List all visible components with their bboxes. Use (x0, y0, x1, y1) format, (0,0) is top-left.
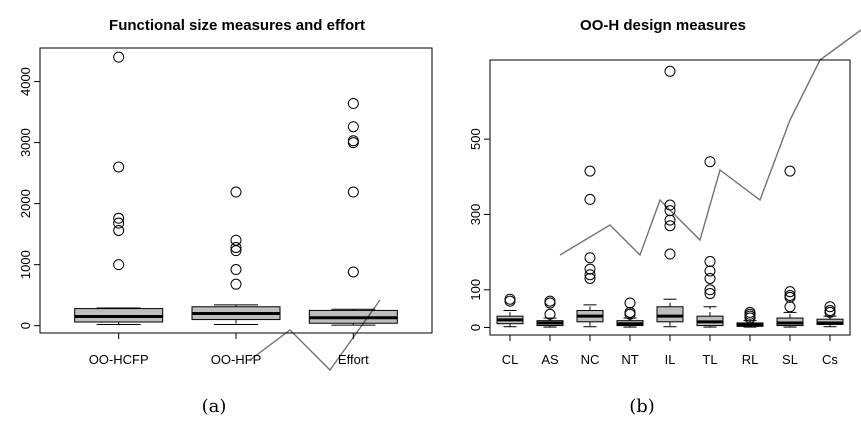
outlier-point (664, 205, 676, 217)
box-Cs (816, 301, 844, 328)
outlier-point (230, 234, 242, 246)
chart-a-plot-frame (39, 47, 433, 334)
box-Effort (308, 98, 398, 326)
outlier-point (584, 252, 596, 264)
outlier-point (664, 220, 676, 232)
box-NT (616, 297, 644, 328)
outlier-point (664, 248, 676, 260)
outlier-point (504, 293, 516, 305)
caption-a: (a) (202, 396, 227, 417)
box-IL (656, 65, 684, 328)
outlier-point (347, 135, 359, 147)
x-tick-label: OO-HCFP (89, 352, 149, 367)
caption-b: (b) (629, 396, 655, 417)
box-NC (576, 165, 604, 328)
outlier-point (824, 301, 836, 313)
outlier-point (347, 121, 359, 133)
outlier-point (347, 98, 359, 110)
outlier-point (347, 266, 359, 278)
x-tick-label: SL (782, 352, 798, 367)
y-tick-label: 500 (468, 128, 483, 150)
x-tick-label: RL (742, 352, 759, 367)
outlier-point (544, 308, 556, 320)
y-tick-label: 2000 (18, 189, 33, 218)
outlier-point (584, 193, 596, 205)
chart-b-y-axis: 0 100 300 500 (468, 128, 491, 331)
y-tick-label: 300 (468, 204, 483, 226)
outlier-point (664, 214, 676, 226)
outlier-point (664, 199, 676, 211)
box-CL (496, 293, 524, 328)
outlier-point (113, 224, 125, 236)
outlier-point (113, 51, 125, 63)
box-SL (776, 165, 804, 328)
outlier-point (704, 272, 716, 284)
watermark (249, 29, 861, 372)
outlier-point (230, 264, 242, 276)
chart-a-y-axis: 0 1000 2000 3000 4000 (18, 67, 41, 329)
x-tick-label: OO-HFP (211, 352, 262, 367)
chart-b-boxes (496, 65, 844, 328)
chart-a-x-axis: OO-HCFP OO-HFP Effort (89, 332, 369, 367)
outlier-point (704, 288, 716, 300)
y-tick-label: 3000 (18, 128, 33, 157)
outlier-point (113, 259, 125, 271)
x-tick-label: NC (581, 352, 600, 367)
outlier-point (704, 256, 716, 268)
x-tick-label: IL (665, 352, 676, 367)
outlier-point (544, 295, 556, 307)
outlier-point (624, 306, 636, 318)
outlier-point (230, 186, 242, 198)
x-tick-label: AS (541, 352, 559, 367)
box-RL (736, 306, 764, 328)
chart-b-x-axis: CL AS NC NT IL TL RL SL Cs (502, 334, 838, 367)
y-tick-label: 1000 (18, 250, 33, 279)
outlier-point (113, 217, 125, 229)
outlier-point (584, 272, 596, 284)
chart-a: Functional size measures and effort 0 100… (18, 17, 433, 417)
y-tick-label: 100 (468, 279, 483, 301)
outlier-point (704, 265, 716, 277)
outlier-point (784, 289, 796, 301)
outlier-point (584, 165, 596, 177)
x-tick-label: Cs (822, 352, 838, 367)
outlier-point (584, 269, 596, 281)
y-tick-label: 4000 (18, 67, 33, 96)
y-tick-label: 0 (18, 322, 33, 329)
box-TL (696, 156, 724, 328)
outlier-point (704, 284, 716, 296)
chart-b-plot-frame (489, 59, 851, 336)
outlier-point (347, 186, 359, 198)
outlier-point (113, 212, 125, 224)
outlier-point (230, 278, 242, 290)
outlier-point (230, 242, 242, 254)
outlier-point (664, 65, 676, 77)
outlier-point (624, 297, 636, 309)
y-tick-label: 0 (468, 324, 483, 331)
x-tick-label: CL (502, 352, 519, 367)
outlier-point (113, 161, 125, 173)
outlier-point (824, 305, 836, 317)
box-AS (536, 295, 564, 328)
outlier-point (784, 286, 796, 298)
chart-b: OO-H design measures 0 100 300 500 CL AS NC NT… (468, 17, 851, 417)
outlier-point (744, 306, 756, 318)
chart-b-title: OO-H design measures (580, 17, 746, 34)
x-tick-label: Effort (338, 352, 369, 367)
box-OO-HCFP (74, 51, 164, 325)
chart-a-boxes (74, 51, 398, 326)
box-OO-HFP (191, 186, 281, 325)
x-tick-label: TL (702, 352, 717, 367)
outlier-point (784, 165, 796, 177)
outlier-point (784, 301, 796, 313)
outlier-point (704, 156, 716, 168)
chart-a-title: Functional size measures and effort (109, 17, 365, 34)
outlier-point (584, 263, 596, 275)
box-iqr (656, 306, 684, 323)
x-tick-label: NT (621, 352, 638, 367)
